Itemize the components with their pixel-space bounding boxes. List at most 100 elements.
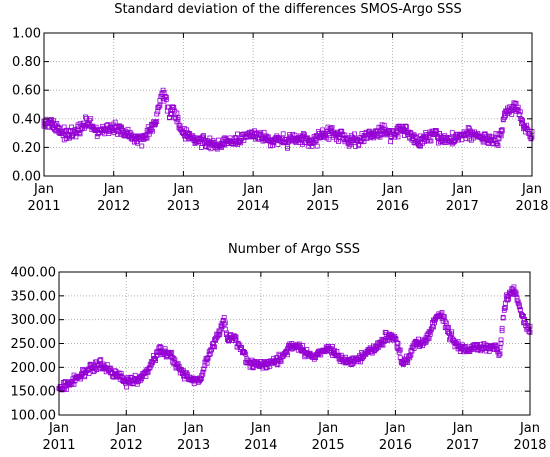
data-point xyxy=(154,119,160,124)
data-point xyxy=(174,110,180,116)
data-point xyxy=(280,131,286,137)
x-tick-label: Jan xyxy=(103,182,124,197)
data-points xyxy=(41,87,535,152)
x-tick-label: 2012 xyxy=(97,199,130,214)
data-point xyxy=(285,145,290,151)
x-tick-label: Jan xyxy=(33,182,54,197)
x-tick-label: Jan xyxy=(452,421,473,436)
data-point xyxy=(443,320,449,326)
data-point xyxy=(157,103,163,108)
data-point xyxy=(520,118,525,123)
data-point xyxy=(124,384,129,390)
data-point xyxy=(69,124,74,130)
data-point xyxy=(513,290,519,296)
data-point xyxy=(428,138,434,144)
x-tick-label: 2015 xyxy=(306,199,339,214)
data-point xyxy=(442,319,448,325)
data-point xyxy=(515,104,521,110)
data-point xyxy=(175,361,181,367)
data-point xyxy=(233,334,239,340)
data-point xyxy=(204,360,210,366)
data-point xyxy=(449,329,455,335)
x-tick-label: 2018 xyxy=(515,199,548,214)
y-tick-label: 150.00 xyxy=(11,385,57,400)
x-tick-label: 2017 xyxy=(446,199,479,214)
x-tick-label: 2014 xyxy=(244,438,277,453)
x-tick-label: 2014 xyxy=(237,199,270,214)
grid-lines xyxy=(59,272,530,415)
x-tick-label: 2011 xyxy=(42,438,75,453)
chart-title: Standard deviation of the differences SM… xyxy=(114,2,462,17)
data-point xyxy=(501,306,507,311)
data-point xyxy=(392,333,398,339)
data-point xyxy=(199,372,205,378)
data-point xyxy=(512,101,518,107)
data-point xyxy=(169,111,175,117)
x-tick-label: 2018 xyxy=(513,438,546,453)
data-point xyxy=(397,347,403,353)
data-points xyxy=(56,284,533,393)
data-point xyxy=(515,299,521,305)
data-point xyxy=(201,133,206,139)
x-tick-label: Jan xyxy=(519,421,540,436)
x-tick-label: Jan xyxy=(48,421,69,436)
x-tick-label: 2015 xyxy=(312,438,345,453)
data-point xyxy=(90,123,96,129)
data-point xyxy=(377,134,383,140)
y-tick-label: 200.00 xyxy=(11,361,57,376)
data-point xyxy=(455,339,461,345)
data-point xyxy=(163,95,169,100)
data-point xyxy=(446,325,451,330)
data-point xyxy=(517,109,523,115)
data-point xyxy=(328,126,334,132)
y-axis-ticks: 0.00 0.20 0.40 0.60 0.80 1.00 xyxy=(12,27,532,185)
data-point xyxy=(339,129,345,135)
x-tick-label: Jan xyxy=(183,421,204,436)
data-point xyxy=(411,346,417,351)
x-tick-label: Jan xyxy=(115,421,136,436)
data-point xyxy=(199,134,205,140)
data-point xyxy=(56,125,62,131)
data-point xyxy=(404,124,409,130)
data-point xyxy=(511,284,517,290)
data-point xyxy=(498,133,504,139)
x-tick-label: Jan xyxy=(451,182,472,197)
y-tick-label: 0.40 xyxy=(12,112,41,127)
data-point xyxy=(516,302,522,308)
y-tick-label: 1.00 xyxy=(12,27,41,42)
data-point xyxy=(275,362,281,368)
data-point xyxy=(77,131,83,137)
data-point xyxy=(403,123,408,129)
data-point xyxy=(381,338,387,344)
y-axis-ticks: 100.00 150.00 200.00 250.00 300.00 350.00 400.… xyxy=(11,266,530,424)
data-point xyxy=(83,114,88,120)
data-point xyxy=(218,323,224,329)
data-point xyxy=(497,345,503,351)
data-point xyxy=(405,360,411,365)
data-point xyxy=(498,340,504,346)
y-tick-label: 0.60 xyxy=(12,84,41,99)
x-axis-ticks: Jan 2011 Jan 2012 Jan 2013 Jan 2014 Jan 2015 Jan 20… xyxy=(27,33,549,214)
data-point xyxy=(351,131,357,137)
x-tick-label: Jan xyxy=(384,421,405,436)
x-axis-ticks: Jan 2011 Jan 2012 Jan 2013 Jan 2014 Jan 2015 Jan 20… xyxy=(42,272,547,453)
data-point xyxy=(162,94,168,99)
x-tick-label: 2013 xyxy=(167,199,200,214)
data-point xyxy=(498,337,504,343)
data-point xyxy=(97,357,103,363)
x-tick-label: Jan xyxy=(312,182,333,197)
data-point xyxy=(495,142,501,148)
data-point xyxy=(395,340,401,346)
data-point xyxy=(148,127,154,132)
data-point xyxy=(500,315,506,321)
x-tick-label: Jan xyxy=(242,182,263,197)
data-point xyxy=(404,358,410,364)
y-tick-label: 0.80 xyxy=(12,55,41,70)
data-point xyxy=(521,314,526,319)
data-point xyxy=(172,357,178,363)
x-tick-label: 2016 xyxy=(376,199,409,214)
chart-title: Number of Argo SSS xyxy=(228,242,360,257)
data-point xyxy=(285,352,290,358)
data-point xyxy=(146,131,152,137)
grid-lines xyxy=(44,33,532,176)
